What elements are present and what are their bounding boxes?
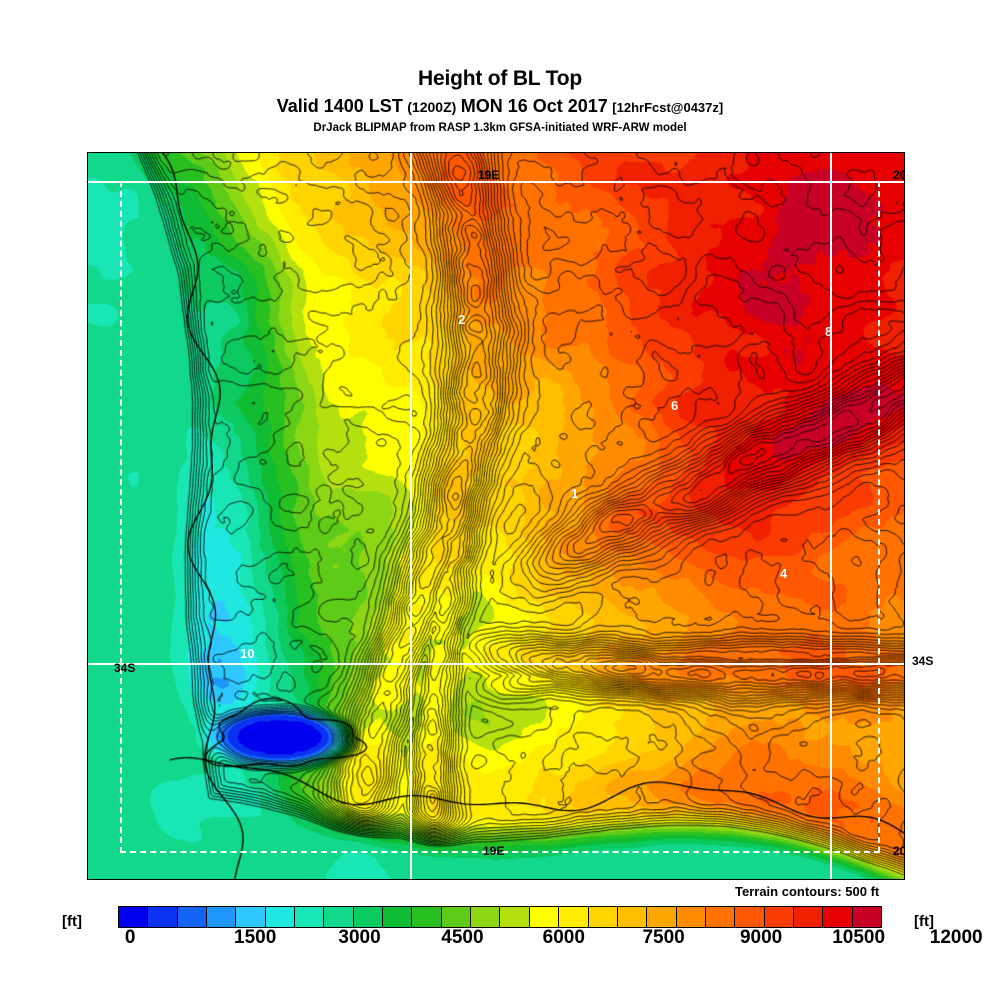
longitude-gridline — [830, 153, 832, 879]
colorbar-segment — [265, 907, 296, 927]
colorbar-tick: 12000 — [929, 927, 983, 948]
colorbar-tick: 10500 — [832, 927, 886, 948]
colorbar-segment — [559, 907, 589, 927]
latitude-edge-label: 34S — [114, 661, 136, 675]
colorbar-segment — [441, 907, 472, 927]
valid-time: Valid 1400 LST — [276, 96, 403, 116]
latitude-edge-label: 34S — [912, 654, 934, 668]
forecast-domain-box — [120, 181, 880, 853]
colorbar-segment — [412, 907, 442, 927]
site-marker-label: 8 — [825, 324, 833, 339]
colorbar-segment — [705, 907, 736, 927]
colorbar-segment — [588, 907, 618, 927]
site-marker-label: 2 — [458, 312, 466, 327]
colorbar-tick-labels: 0 1500 3000 4500 6000 7500 9000 10500 12000 — [118, 927, 983, 956]
colorbar-segment — [324, 907, 354, 927]
colorbar-segment — [764, 907, 794, 927]
colorbar-segment — [823, 907, 853, 927]
colorbar: [ft] 0 1500 3000 4500 6000 7500 9000 10500 12000… — [0, 900, 1000, 960]
colorbar-segment — [383, 907, 413, 927]
page-title: Height of BL Top — [418, 67, 582, 90]
colorbar-tick: 9000 — [739, 927, 783, 948]
colorbar-segment — [852, 907, 881, 927]
map-plot-area[interactable]: 19E 20E 19E 20E 2 1 6 8 4 10 — [87, 152, 905, 880]
subtitle: Valid 1400 LST (1200Z) MON 16 Oct 2017 [… — [0, 97, 1000, 116]
grid-coordinate-label: 19E — [478, 168, 500, 182]
colorbar-tick: 6000 — [542, 927, 585, 948]
colorbar-segment — [471, 907, 501, 927]
colorbar-tick: 1500 — [234, 927, 277, 948]
valid-date: MON 16 Oct 2017 — [460, 96, 608, 116]
colorbar-unit-left: [ft] — [62, 913, 82, 930]
colorbar-segment — [353, 907, 384, 927]
site-marker-label: 10 — [240, 646, 255, 661]
colorbar-segment — [617, 907, 648, 927]
colorbar-segment — [236, 907, 266, 927]
forecast-tag: [12hrFcst@0437z] — [612, 100, 724, 115]
colorbar-segment — [500, 907, 530, 927]
colorbar-segment — [793, 907, 824, 927]
colorbar-segment — [647, 907, 677, 927]
grid-coordinate-label: 20E — [893, 168, 904, 182]
grid-coordinate-label: 19E — [483, 844, 505, 858]
site-marker-label: 6 — [671, 398, 679, 413]
site-marker-label: 1 — [571, 486, 579, 501]
site-marker-label: 4 — [780, 566, 788, 581]
valid-time-z: (1200Z) — [407, 99, 457, 115]
longitude-gridline — [410, 153, 412, 879]
colorbar-segment — [207, 907, 237, 927]
colorbar-unit-right: [ft] — [914, 913, 934, 930]
colorbar-strip[interactable] — [118, 906, 882, 928]
title-block: Height of BL Top Valid 1400 LST (1200Z) … — [0, 0, 1000, 135]
colorbar-segment — [295, 907, 325, 927]
terrain-heatmap-canvas — [88, 153, 904, 879]
colorbar-segment — [676, 907, 706, 927]
colorbar-tick: 7500 — [642, 927, 685, 948]
colorbar-segment — [119, 907, 149, 927]
terrain-contour-note: Terrain contours: 500 ft — [731, 884, 884, 902]
colorbar-tick: 3000 — [338, 927, 381, 948]
colorbar-segment — [735, 907, 765, 927]
colorbar-tick: 0 — [124, 927, 136, 948]
model-source-line: DrJack BLIPMAP from RASP 1.3km GFSA-init… — [313, 122, 687, 134]
map-overlay: 19E 20E 19E 20E 2 1 6 8 4 10 — [88, 153, 904, 879]
colorbar-segment — [529, 907, 560, 927]
colorbar-segment — [148, 907, 178, 927]
latitude-gridline — [88, 663, 904, 665]
colorbar-segment — [177, 907, 208, 927]
grid-coordinate-label: 20E — [893, 844, 904, 858]
colorbar-tick: 4500 — [441, 927, 484, 948]
